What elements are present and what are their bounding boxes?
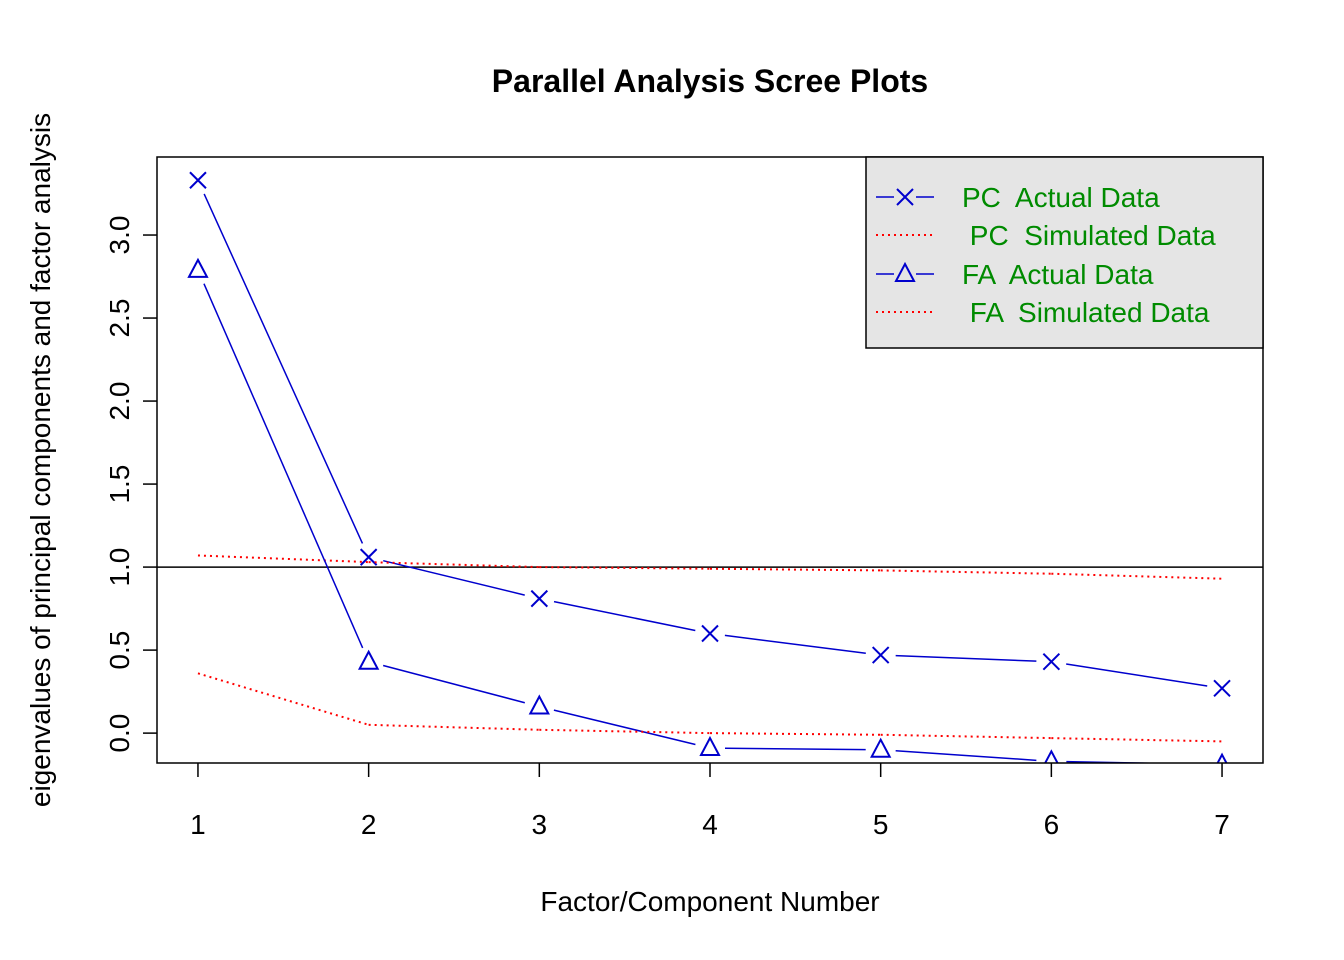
legend-label: FA Actual Data bbox=[962, 259, 1154, 290]
series-line-segment bbox=[1066, 663, 1208, 687]
data-point-marker bbox=[528, 694, 550, 715]
x-tick-label: 2 bbox=[361, 809, 377, 840]
x-tick-label: 3 bbox=[532, 809, 548, 840]
plot-border bbox=[156, 156, 1264, 764]
data-point-marker bbox=[359, 548, 378, 566]
y-axis-label: eigenvalues of principal components and … bbox=[25, 113, 56, 807]
series-line-segment bbox=[203, 283, 364, 649]
legend-marker bbox=[896, 188, 914, 206]
data-point-marker bbox=[357, 649, 380, 670]
y-tick-label: 0.0 bbox=[104, 714, 135, 753]
y-tick-label: 0.5 bbox=[104, 631, 135, 670]
series-line-segment bbox=[880, 733, 1052, 740]
data-point-marker bbox=[1213, 679, 1231, 697]
series-line-segment bbox=[1051, 572, 1223, 580]
legend-label: PC Simulated Data bbox=[962, 220, 1216, 251]
series-line-segment bbox=[382, 664, 526, 704]
series-line-segment bbox=[895, 749, 1037, 762]
series-line-segment bbox=[709, 567, 881, 572]
series-line-segment bbox=[197, 672, 369, 726]
x-tick-label: 5 bbox=[873, 809, 889, 840]
series-line-segment bbox=[1066, 760, 1176, 763]
data-point-marker bbox=[871, 646, 890, 664]
x-tick-label: 4 bbox=[702, 809, 718, 840]
x-axis-label: Factor/Component Number bbox=[540, 886, 879, 917]
y-axis: 0.0 0.5 1.0 1.5 2.0 2.5 3.0 bbox=[104, 216, 157, 753]
series-line-segment bbox=[895, 654, 1037, 662]
legend-label: PC Actual Data bbox=[962, 182, 1160, 213]
data-point-marker bbox=[1042, 653, 1061, 671]
y-tick-label: 2.5 bbox=[104, 299, 135, 338]
legend-label: FA Simulated Data bbox=[962, 297, 1210, 328]
legend: PC Actual Data PC Simulated Data FA Actua… bbox=[865, 156, 1264, 349]
data-point-marker bbox=[1044, 749, 1059, 763]
x-tick-label: 1 bbox=[190, 809, 206, 840]
series-2 bbox=[187, 257, 1228, 763]
series-line-segment bbox=[553, 709, 696, 746]
x-tick-label: 7 bbox=[1214, 809, 1230, 840]
data-point-marker bbox=[530, 589, 549, 608]
series-line-segment bbox=[368, 723, 540, 731]
chart-title: Parallel Analysis Scree Plots bbox=[492, 63, 928, 99]
series-3 bbox=[197, 672, 1223, 743]
data-point-marker bbox=[701, 624, 719, 643]
series-line-segment bbox=[724, 747, 866, 751]
legend-box bbox=[865, 156, 1264, 349]
data-point-marker bbox=[699, 735, 721, 757]
legend-marker bbox=[894, 261, 916, 282]
series-line-segment bbox=[539, 566, 711, 570]
y-tick-label: 2.0 bbox=[104, 382, 135, 421]
series-line-segment bbox=[383, 559, 525, 596]
series-line-segment bbox=[724, 634, 866, 654]
series-0 bbox=[189, 171, 1231, 697]
y-tick-label: 1.5 bbox=[104, 465, 135, 504]
series-line-segment bbox=[368, 561, 540, 569]
data-point-marker bbox=[870, 737, 892, 758]
data-point-marker bbox=[187, 257, 209, 278]
x-tick-label: 6 bbox=[1044, 809, 1060, 840]
series-line-segment bbox=[880, 569, 1052, 575]
x-axis: 1 2 3 4 5 6 7 bbox=[190, 763, 1230, 840]
y-tick-label: 3.0 bbox=[104, 216, 135, 255]
plot-area bbox=[157, 171, 1263, 763]
series-line-segment bbox=[203, 193, 364, 544]
series-line-segment bbox=[539, 728, 711, 735]
series-line-segment bbox=[1051, 737, 1223, 743]
series-line-segment bbox=[553, 600, 696, 632]
series-1 bbox=[197, 554, 1223, 580]
y-tick-label: 1.0 bbox=[104, 548, 135, 587]
series-line-segment bbox=[197, 554, 369, 564]
series-line-segment bbox=[709, 732, 881, 736]
data-point-marker bbox=[189, 171, 207, 189]
